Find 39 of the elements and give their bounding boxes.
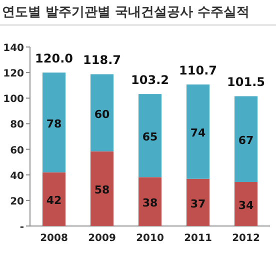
y-tick-label: 20 bbox=[10, 196, 24, 208]
total-label: 101.5 bbox=[227, 75, 265, 90]
y-tick-label: 40 bbox=[10, 170, 24, 182]
x-tick-label: 2011 bbox=[184, 233, 212, 244]
data-label: 65 bbox=[142, 130, 158, 144]
data-label: 60 bbox=[94, 108, 110, 121]
x-tick-label: 2012 bbox=[232, 233, 260, 244]
bar bbox=[234, 96, 258, 182]
data-label: 78 bbox=[46, 117, 62, 130]
y-tick-label: 120 bbox=[3, 68, 24, 80]
x-tick-label: 2010 bbox=[136, 233, 164, 244]
total-label: 103.2 bbox=[131, 73, 169, 88]
data-label: 58 bbox=[94, 184, 110, 197]
data-label: 42 bbox=[46, 194, 62, 208]
data-label: 67 bbox=[238, 134, 254, 148]
bar bbox=[186, 84, 210, 179]
bar bbox=[42, 72, 66, 172]
bar bbox=[186, 178, 210, 226]
x-tick-label: 2009 bbox=[88, 233, 116, 244]
bar bbox=[90, 151, 114, 226]
data-label: 34 bbox=[238, 199, 254, 212]
y-tick-label: 80 bbox=[10, 120, 24, 131]
y-tick-label: 60 bbox=[10, 145, 24, 156]
bar bbox=[138, 177, 162, 226]
bar bbox=[234, 182, 258, 226]
bar bbox=[42, 172, 66, 226]
bar bbox=[90, 74, 114, 152]
chart-title: 연도별 발주기관별 국내건설공사 수주실적 bbox=[2, 5, 250, 20]
data-label: 38 bbox=[142, 196, 158, 210]
bar bbox=[138, 94, 162, 178]
data-label: 37 bbox=[190, 197, 206, 210]
y-tick-label: 140 bbox=[3, 43, 24, 54]
y-tick-label: 100 bbox=[3, 94, 24, 106]
total-label: 110.7 bbox=[179, 63, 217, 78]
total-label: 118.7 bbox=[83, 53, 121, 68]
x-tick-label: 2008 bbox=[40, 233, 68, 244]
y-tick-label: - bbox=[20, 222, 24, 233]
total-label: 120.0 bbox=[35, 52, 73, 66]
data-label: 74 bbox=[190, 126, 206, 140]
